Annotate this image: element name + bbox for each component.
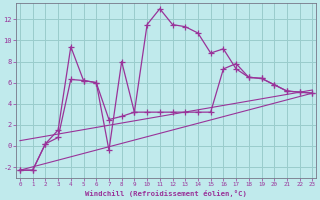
X-axis label: Windchill (Refroidissement éolien,°C): Windchill (Refroidissement éolien,°C) [85, 190, 247, 197]
